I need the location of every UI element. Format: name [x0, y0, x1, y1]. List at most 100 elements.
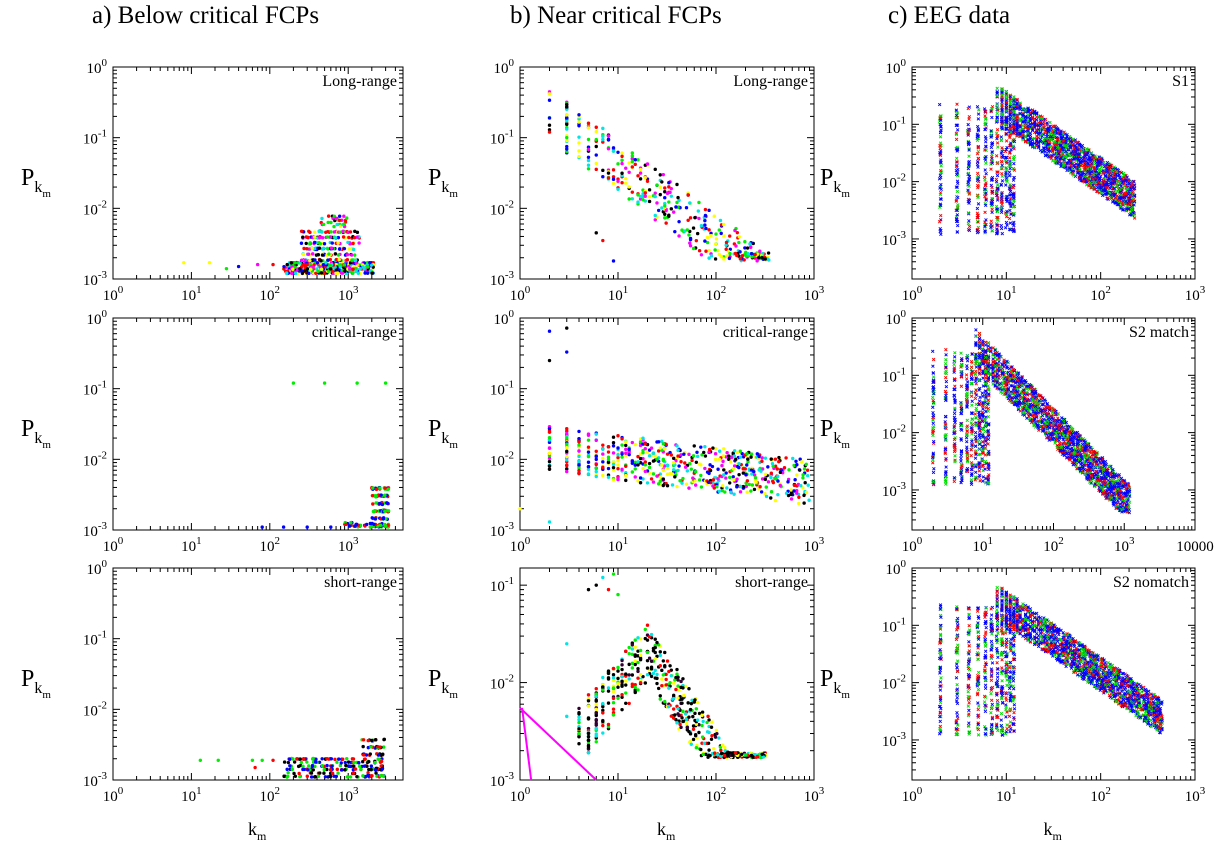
data-point	[694, 238, 699, 243]
data-point	[316, 253, 321, 257]
data-point	[725, 486, 729, 490]
data-point	[745, 463, 749, 467]
data-point	[994, 180, 999, 184]
data-point	[679, 453, 683, 457]
data-point	[725, 254, 729, 258]
x-tick-label: 100	[902, 284, 923, 304]
data-point	[577, 443, 581, 447]
data-point	[606, 457, 611, 462]
panel-c1: 100 101 102 103 10-3 10-2 10-1 100 S1 Pkm	[820, 57, 1206, 304]
data-point	[326, 220, 330, 225]
data-point	[954, 156, 959, 161]
data-point	[747, 482, 752, 487]
data-point	[688, 216, 693, 220]
data-point	[975, 162, 980, 167]
data-point	[732, 454, 737, 458]
data-point	[638, 476, 643, 480]
data-point	[321, 222, 326, 227]
data-point	[333, 236, 338, 240]
data-point	[976, 108, 981, 112]
data-point	[1048, 120, 1052, 125]
data-point	[671, 468, 676, 472]
data-point	[771, 479, 775, 483]
data-point	[749, 468, 754, 472]
x-tick-label: 102	[260, 535, 281, 555]
data-point	[735, 230, 740, 235]
data-point	[586, 460, 591, 464]
data-point	[729, 490, 733, 494]
data-point	[328, 235, 333, 239]
data-point	[695, 450, 699, 454]
data-point	[713, 457, 718, 462]
data-point	[547, 435, 552, 440]
data-point	[293, 271, 298, 275]
y-tick-label: 10-3	[83, 520, 108, 540]
data-point	[547, 426, 552, 431]
data-point	[577, 120, 581, 124]
data-point	[688, 244, 693, 248]
data-point	[305, 246, 309, 251]
data-point	[342, 263, 347, 267]
data-point	[1000, 153, 1005, 158]
data-point	[338, 265, 343, 269]
data-point	[334, 216, 338, 221]
data-point	[313, 258, 317, 262]
data-point	[601, 140, 605, 144]
data-point	[565, 454, 569, 459]
data-point	[693, 483, 698, 487]
data-point	[745, 479, 750, 483]
data-point	[749, 245, 753, 250]
x-tick-label: 100	[510, 535, 531, 555]
data-point	[547, 520, 552, 524]
data-point	[667, 213, 671, 217]
data-point	[703, 218, 707, 223]
data-point	[674, 205, 678, 209]
data-point	[358, 267, 362, 271]
data-point	[717, 449, 722, 453]
data-point	[547, 329, 552, 333]
data-point	[975, 206, 980, 211]
data-point	[989, 219, 993, 223]
data-point	[651, 459, 656, 463]
data-point	[673, 229, 677, 234]
data-point	[271, 262, 275, 267]
data-point	[586, 438, 591, 442]
data-point	[320, 216, 324, 221]
data-point	[721, 459, 725, 464]
data-point	[990, 152, 994, 157]
data-point	[769, 457, 773, 461]
data-point	[1000, 171, 1004, 176]
data-point	[1132, 216, 1137, 220]
data-point	[663, 204, 667, 208]
data-point	[683, 465, 688, 469]
data-point	[996, 145, 1000, 149]
data-point	[620, 151, 624, 155]
data-point	[594, 130, 598, 134]
data-point	[638, 177, 643, 181]
data-point	[299, 229, 304, 234]
data-point	[320, 253, 325, 257]
data-point	[764, 485, 768, 489]
data-point	[351, 247, 356, 252]
data-point	[301, 263, 306, 267]
data-point	[735, 477, 739, 481]
data-point	[699, 485, 704, 489]
data-point	[1008, 118, 1012, 122]
data-point	[677, 234, 681, 238]
data-point	[750, 483, 755, 487]
data-point	[776, 479, 780, 483]
data-point	[547, 123, 552, 127]
data-point	[1048, 139, 1052, 144]
data-point	[620, 171, 624, 175]
data-point	[565, 122, 569, 127]
data-point	[316, 269, 320, 273]
data-point	[624, 440, 628, 444]
data-point	[594, 457, 598, 462]
data-point	[661, 442, 666, 446]
data-point	[786, 480, 790, 484]
data-point	[577, 429, 581, 434]
data-point	[658, 192, 662, 197]
data-point	[791, 456, 795, 461]
data-point	[668, 190, 672, 195]
data-point	[355, 381, 359, 385]
